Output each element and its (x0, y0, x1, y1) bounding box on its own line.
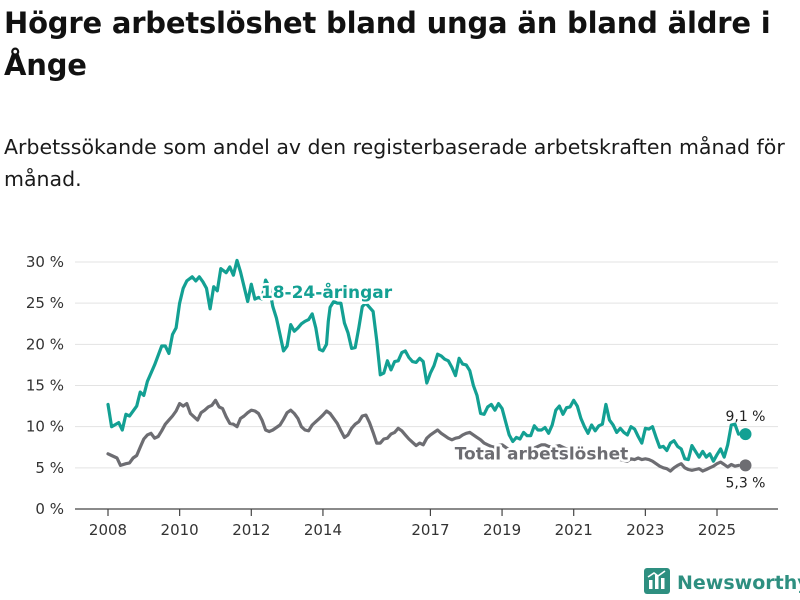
series-line-total (106, 398, 741, 473)
y-tick-label: 30 % (26, 253, 64, 271)
series-annotation-halo: Total arbetslöshet (455, 445, 629, 465)
x-tick-label: 2025 (698, 521, 736, 539)
bar-chart-logo-icon (644, 568, 670, 598)
series-annotation: 18-24-åringar (261, 281, 393, 303)
y-axis-ticks: 0 % 5 % 10 % 15 % 20 % 25 % 30 % (26, 253, 64, 518)
x-axis: 2008 2010 2012 2014 2017 2019 2021 2023 2025 (75, 508, 778, 539)
series-annotation-halo: 18-24-åringar (261, 281, 393, 303)
series-annotation: Total arbetslöshet (455, 445, 629, 465)
chart-labels: 9,1 %5,3 %18-24-åringar18-24-åringarTota… (258, 279, 765, 492)
x-tick-label: 2017 (411, 521, 449, 539)
end-marker-youth (739, 428, 752, 441)
x-tick-label: 2010 (161, 521, 199, 539)
end-value-label: 9,1 % (725, 409, 765, 425)
x-tick-label: 2019 (483, 521, 521, 539)
y-tick-label: 20 % (26, 335, 64, 353)
chart-title: Högre arbetslöshet bland unga än bland ä… (4, 6, 771, 82)
chart-subtitle: Arbetssökande som andel av den registerb… (4, 135, 785, 191)
end-marker-total (739, 459, 752, 472)
series-line-youth (106, 258, 741, 463)
y-tick-label: 25 % (26, 294, 64, 312)
end-value-label: 5,3 % (725, 475, 765, 491)
y-tick-label: 0 % (35, 500, 64, 518)
brand-name: Newsworthy (677, 572, 800, 594)
newsworthy-logo[interactable]: Newsworthy (644, 568, 800, 598)
x-tick-label: 2021 (555, 521, 593, 539)
y-tick-label: 15 % (26, 377, 64, 395)
x-tick-label: 2023 (626, 521, 664, 539)
chart-series (106, 258, 741, 473)
y-tick-label: 5 % (35, 459, 64, 477)
x-tick-label: 2014 (304, 521, 342, 539)
x-tick-label: 2012 (232, 521, 270, 539)
x-tick-label: 2008 (89, 521, 127, 539)
y-tick-label: 10 % (26, 418, 64, 436)
